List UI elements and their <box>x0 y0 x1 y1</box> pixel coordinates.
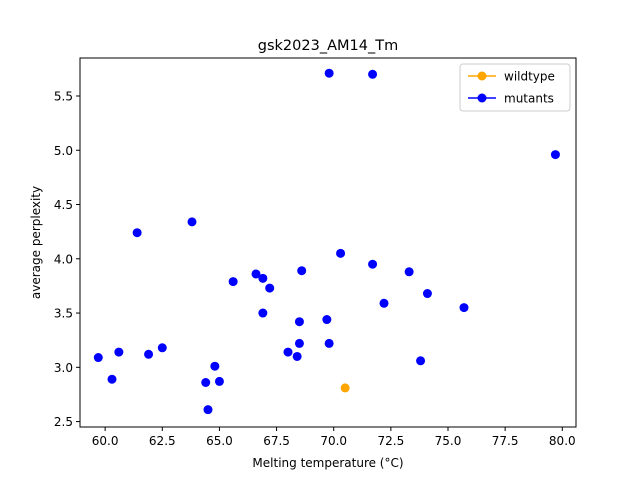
mutants-point <box>292 351 302 361</box>
mutants-point <box>258 273 268 283</box>
y-tick-label: 3.0 <box>54 361 73 375</box>
mutants-point <box>322 315 332 325</box>
mutants-point <box>368 259 378 269</box>
y-tick-label: 2.5 <box>54 415 73 429</box>
x-tick-label: 72.5 <box>377 434 404 448</box>
x-axis-label: Melting temperature (°C) <box>252 456 403 470</box>
mutants-point <box>324 338 334 348</box>
mutants-point <box>336 248 346 258</box>
y-tick-label: 3.5 <box>54 307 73 321</box>
x-tick-label: 67.5 <box>263 434 290 448</box>
mutants-point <box>283 347 293 357</box>
wildtype-point <box>340 383 350 393</box>
x-tick-label: 62.5 <box>149 434 176 448</box>
plot-area <box>93 68 560 415</box>
mutants-point <box>297 266 307 276</box>
mutants-point <box>368 69 378 79</box>
mutants-point <box>157 343 167 353</box>
y-tick-label: 4.5 <box>54 198 73 212</box>
plot-frame <box>79 57 577 428</box>
mutants-point <box>228 277 238 287</box>
x-tick-label: 65.0 <box>206 434 233 448</box>
legend-label-wildtype: wildtype <box>504 70 555 84</box>
mutants-point <box>550 150 560 160</box>
mutants-point <box>107 374 117 384</box>
legend-marker-mutants <box>477 93 487 103</box>
mutants-point <box>203 405 213 415</box>
mutants-point <box>404 267 414 277</box>
mutants-point <box>416 356 426 366</box>
y-axis-label: average perplexity <box>29 186 43 299</box>
y-axis: 2.5 3.0 3.5 4.0 4.5 5.0 5.5 <box>54 89 80 429</box>
mutants-point <box>132 228 142 238</box>
mutants-point <box>201 378 211 388</box>
x-tick-label: 80.0 <box>549 434 576 448</box>
legend-label-mutants: mutants <box>504 92 554 106</box>
x-tick-label: 77.5 <box>492 434 519 448</box>
x-tick-label: 60.0 <box>92 434 119 448</box>
mutants-point <box>187 217 197 227</box>
mutants-point <box>294 317 304 327</box>
legend-marker-wildtype <box>477 71 487 81</box>
mutants-point <box>459 303 469 313</box>
y-tick-label: 4.0 <box>54 252 73 266</box>
legend: wildtype mutants <box>459 63 571 112</box>
mutants-point <box>294 338 304 348</box>
mutants-point <box>144 349 154 359</box>
mutants-point <box>324 68 334 78</box>
y-tick-label: 5.5 <box>54 89 73 103</box>
mutants-point <box>379 298 389 308</box>
x-axis: 60.0 62.5 65.0 67.5 70.0 72.5 75.0 77.5 80.0 <box>92 427 576 448</box>
chart-title: gsk2023_AM14_Tm <box>258 38 398 54</box>
mutants-point <box>93 353 103 363</box>
mutants-point <box>210 361 220 371</box>
mutants-point <box>422 289 432 299</box>
mutants-point <box>258 308 268 318</box>
mutants-point <box>114 347 124 357</box>
mutants-point <box>265 283 275 293</box>
mutants-point <box>214 376 224 386</box>
y-tick-label: 5.0 <box>54 144 73 158</box>
mutants-point <box>251 269 261 279</box>
x-tick-label: 70.0 <box>320 434 347 448</box>
x-tick-label: 75.0 <box>435 434 462 448</box>
